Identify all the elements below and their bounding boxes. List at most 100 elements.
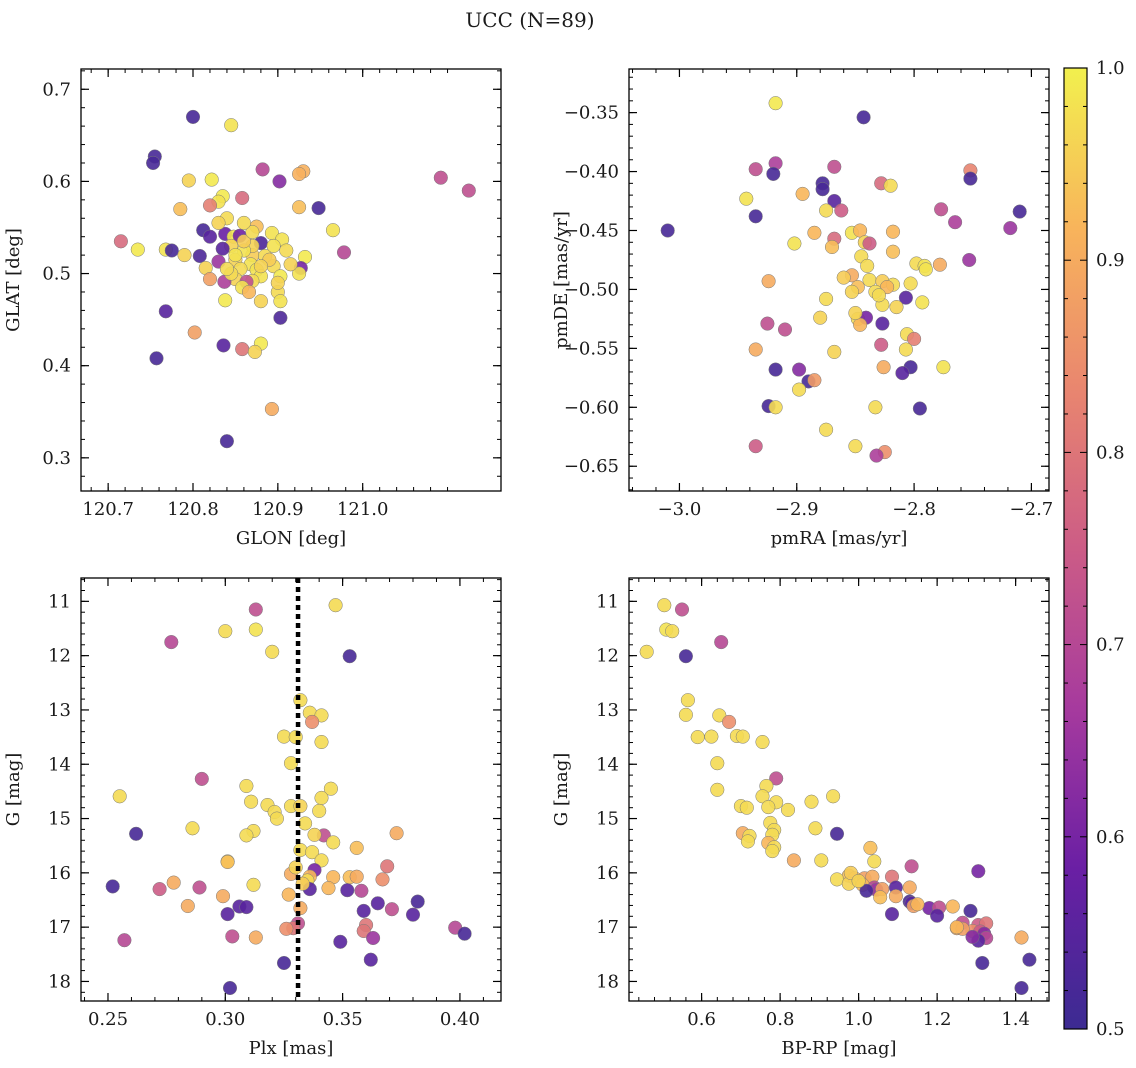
scatter-point — [216, 338, 231, 353]
scatter-point — [898, 342, 913, 357]
x-tick-label: 120.9 — [252, 499, 304, 520]
y-tick-label: 0.5 — [42, 264, 71, 285]
scatter-point — [457, 926, 472, 941]
y-axis-label: pmDE [mas/yr] — [551, 211, 572, 349]
scatter-point — [218, 624, 233, 639]
scatter-point — [273, 310, 288, 325]
scatter-point — [918, 262, 933, 277]
scatter-point — [292, 266, 307, 281]
scatter-point — [678, 649, 693, 664]
scatter-point — [824, 239, 840, 255]
scatter-point — [181, 173, 196, 188]
scatter-point — [245, 225, 260, 240]
scatter-point — [293, 693, 308, 708]
scatter-point — [241, 284, 257, 300]
scatter-point — [710, 782, 725, 797]
scatter-point — [761, 800, 776, 815]
scatter-point — [884, 907, 900, 922]
scatter-point — [735, 729, 750, 744]
y-tick-label: 11 — [596, 591, 619, 612]
scatter-point — [152, 882, 167, 897]
scatter-point — [239, 778, 254, 794]
scatter-point — [932, 257, 947, 272]
scatter-point — [851, 873, 866, 889]
scatter-point — [177, 248, 192, 263]
y-tick-label: −0.65 — [564, 456, 619, 477]
scatter-points — [660, 96, 1027, 463]
scatter-point — [748, 209, 763, 224]
scatter-point — [220, 907, 235, 922]
figure-title: UCC (N=89) — [465, 8, 594, 32]
scatter-point — [273, 294, 288, 309]
scatter-point — [220, 854, 235, 870]
scatter-point — [769, 771, 784, 786]
scatter-point — [314, 853, 329, 868]
scatter-point — [868, 400, 883, 415]
scatter-point — [410, 894, 425, 909]
y-tick-label: 18 — [596, 971, 619, 992]
scatter-point — [228, 248, 243, 263]
scatter-point — [276, 955, 292, 971]
x-tick-label: 0.25 — [88, 1009, 128, 1030]
y-tick-label: −0.55 — [564, 338, 619, 359]
scatter-point — [323, 781, 338, 796]
scatter-point — [255, 162, 270, 177]
scatter-point — [158, 304, 173, 319]
scatter-point — [185, 821, 200, 836]
scatter-point — [326, 835, 341, 850]
scatter-point — [895, 366, 910, 381]
scatter-point — [826, 789, 841, 804]
scatter-point — [712, 708, 727, 723]
scatter-point — [173, 202, 188, 217]
scatter-point — [739, 191, 754, 206]
scatter-point — [975, 955, 990, 971]
scatter-point — [710, 756, 725, 771]
scatter-point — [366, 930, 381, 946]
colorbar-tick-label: 0.7 — [1096, 635, 1125, 656]
scatter-point — [903, 276, 918, 291]
x-tick-label: −2.8 — [892, 499, 936, 520]
scatter-point — [856, 110, 871, 125]
x-tick-label: −2.7 — [1010, 499, 1054, 520]
scatter-point — [333, 934, 348, 949]
scatter-point — [971, 864, 986, 879]
colorbar-tick-label: 1.0 — [1096, 58, 1125, 79]
scatter-point — [836, 270, 851, 285]
scatter-point — [129, 826, 144, 841]
y-tick-label: 12 — [596, 646, 619, 667]
x-tick-label: 0.35 — [323, 1009, 363, 1030]
scatter-point — [180, 898, 195, 914]
scatter-point — [293, 799, 308, 814]
scatter-point — [272, 174, 287, 189]
scatter-point — [889, 300, 904, 315]
x-axis-ticks: −3.0 −2.9 −2.8 −2.7 — [658, 69, 1054, 520]
scatter-point — [962, 252, 977, 268]
scatter-point — [829, 872, 845, 887]
y-tick-label: 0.3 — [42, 448, 71, 469]
scatter-point — [912, 401, 927, 416]
scatter-point — [787, 236, 802, 251]
scatter-point — [777, 322, 793, 337]
scatter-point — [765, 844, 780, 859]
axes-frame — [80, 577, 502, 1002]
y-tick-label: 15 — [48, 809, 71, 830]
scatter-point — [269, 811, 284, 826]
scatter-point — [380, 859, 395, 874]
scatter-point — [804, 794, 819, 809]
scatter-point — [786, 853, 801, 868]
scatter-point — [844, 284, 859, 299]
scatter-point — [674, 602, 690, 617]
scatter-point — [325, 223, 341, 238]
scatter-point — [305, 714, 320, 729]
scatter-point — [187, 325, 202, 340]
scatter-point — [312, 803, 327, 818]
axes-frame — [80, 68, 502, 492]
scatter-point — [949, 920, 964, 935]
y-axis-label: G [mag] — [3, 753, 24, 826]
scatter-point — [281, 887, 296, 902]
minor-ticks — [81, 578, 501, 1001]
scatter-point — [862, 272, 877, 288]
scatter-point — [349, 869, 364, 884]
colorbar-gradient — [1063, 67, 1088, 1030]
scatter-point — [253, 259, 268, 274]
